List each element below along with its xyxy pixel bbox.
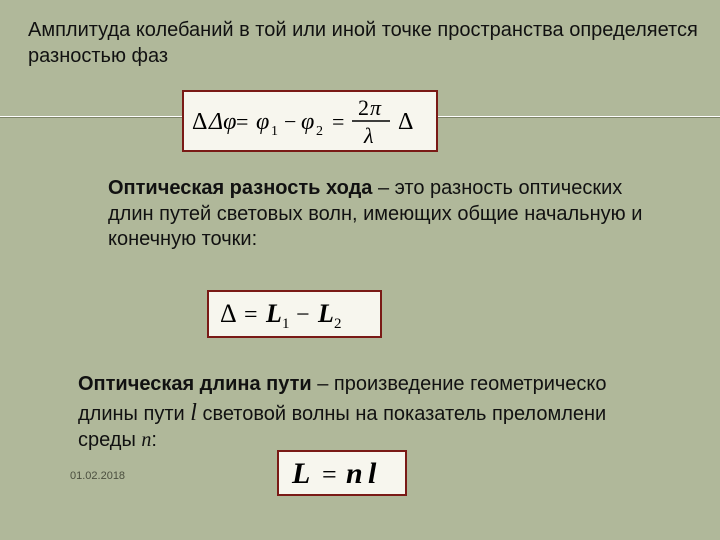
def2-term: Оптическая длина пути: [78, 373, 312, 395]
def1-term: Оптическая разность хода: [108, 177, 372, 199]
eq1-num-2: 2: [358, 95, 369, 120]
eq1-phi2: φ: [301, 109, 314, 135]
eq2-sub1: 1: [282, 316, 290, 332]
eq2-delta: Δ: [220, 299, 237, 328]
eq1-phi1: φ: [256, 109, 269, 135]
slide-date: 01.02.2018: [70, 470, 125, 482]
intro-text: Амплитуда колебаний в той или иной точке…: [0, 18, 720, 69]
eq3-l: l: [368, 457, 377, 490]
def2-rest-e: :: [151, 429, 157, 451]
eq1-minus: −: [284, 109, 296, 134]
var-n: n: [141, 429, 151, 451]
def2-rest-b: длины пути: [78, 403, 190, 425]
definition-optical-path-length: Оптическая длина пути – произведение гео…: [78, 372, 720, 454]
equation-path-difference: Δ = L 1 − L 2: [207, 290, 382, 338]
svg-text:=: =: [236, 109, 248, 134]
eq3-n: n: [346, 457, 363, 490]
eq2-L2: L: [317, 299, 334, 328]
equation3-svg: L = n l: [282, 453, 402, 493]
def2-rest-d: среды: [78, 429, 141, 451]
eq3-eq: =: [322, 460, 337, 489]
equation-optical-length: L = n l: [277, 450, 407, 496]
def2-rest-a: – произведение геометрическо: [312, 373, 607, 395]
svg-text:=: =: [244, 302, 258, 328]
eq1-delta: Δ: [398, 109, 413, 135]
equation-phase-difference: Δ Δφ = φ 1 − φ 2 = 2 π λ Δ: [182, 90, 438, 152]
def2-rest-c: световой волны на показатель преломлени: [197, 403, 606, 425]
equation2-svg: Δ = L 1 − L 2: [212, 294, 377, 334]
svg-text:Δ: Δ: [192, 109, 207, 135]
eq2-sub2: 2: [334, 316, 342, 332]
slide: Амплитуда колебаний в той или иной точке…: [0, 0, 720, 540]
svg-text:=: =: [332, 109, 344, 134]
equation1-svg: Δ Δφ = φ 1 − φ 2 = 2 π λ Δ: [188, 93, 432, 149]
definition-optical-path-difference: Оптическая разность хода – это разность …: [108, 176, 668, 253]
eq1-lhs: Δφ: [208, 109, 236, 135]
var-l: l: [190, 400, 197, 426]
eq1-sub1: 1: [271, 124, 278, 139]
eq3-L: L: [291, 457, 310, 490]
eq1-sub2: 2: [316, 124, 323, 139]
eq2-L1: L: [265, 299, 282, 328]
eq2-minus: −: [296, 302, 310, 328]
eq1-den: λ: [363, 123, 374, 148]
eq1-num-pi: π: [370, 95, 382, 120]
